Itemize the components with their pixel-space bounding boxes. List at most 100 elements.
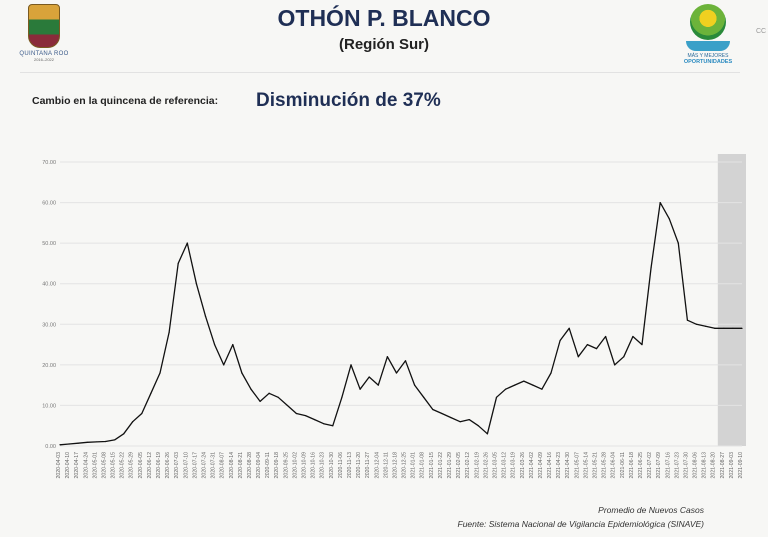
right-logo-line2: OPORTUNIDADES — [683, 59, 733, 65]
x-tick-label: 2020-07-31 — [211, 452, 217, 479]
x-tick-label: 2021-04-30 — [565, 452, 571, 479]
x-tick-label: 2020-11-20 — [356, 452, 362, 478]
source-note: Fuente: Sistema Nacional de Vigilancia E… — [457, 519, 704, 529]
x-tick-label: 2021-04-23 — [556, 452, 562, 479]
data-point — [141, 412, 143, 415]
x-tick-label: 2020-06-26 — [165, 452, 171, 479]
x-tick-label: 2021-02-26 — [483, 452, 489, 479]
x-tick-label: 2020-08-14 — [229, 452, 235, 479]
data-point — [677, 242, 679, 244]
data-point — [323, 423, 325, 425]
data-point — [304, 414, 307, 417]
x-tick-label: 2021-03-05 — [492, 452, 498, 479]
data-point — [541, 388, 543, 390]
x-tick-label: 2021-01-08 — [420, 452, 426, 479]
data-point — [732, 327, 734, 329]
x-tick-label: 2020-05-22 — [120, 452, 126, 479]
x-tick-label: 2021-04-09 — [538, 452, 544, 479]
data-point — [614, 364, 616, 366]
page-title: OTHÓN P. BLANCO — [277, 5, 491, 31]
x-tick-label: 2021-09-03 — [729, 452, 735, 479]
data-point — [195, 283, 197, 285]
data-point — [350, 364, 352, 366]
data-point — [286, 404, 288, 407]
data-point — [86, 441, 88, 443]
x-tick-label: 2020-12-25 — [402, 452, 408, 479]
x-tick-label: 2020-08-28 — [247, 452, 253, 479]
data-point — [159, 372, 161, 374]
x-tick-label: 2020-10-16 — [311, 452, 317, 479]
x-tick-label: 2020-10-23 — [320, 452, 326, 479]
data-point — [150, 392, 152, 394]
x-tick-label: 2020-05-29 — [129, 452, 135, 479]
x-tick-label: 2021-01-01 — [411, 452, 417, 479]
data-point — [59, 444, 61, 446]
change-label: Cambio en la quincena de referencia: — [32, 95, 219, 107]
data-point — [568, 327, 570, 329]
data-point — [204, 315, 207, 317]
data-point — [368, 376, 370, 378]
data-point — [741, 327, 743, 329]
tree-icon — [690, 4, 726, 40]
data-point — [477, 425, 479, 427]
x-tick-label: 2021-09-10 — [738, 452, 744, 479]
x-tick-label: 2020-09-18 — [274, 452, 280, 479]
y-tick-label: 70.00 — [42, 160, 56, 166]
data-point — [250, 388, 252, 390]
x-tick-label: 2020-11-13 — [347, 452, 353, 478]
data-point — [586, 343, 589, 346]
data-point — [641, 343, 643, 346]
change-value: Disminución de 37% — [256, 90, 441, 111]
data-point — [714, 327, 716, 329]
data-point — [186, 242, 188, 244]
x-tick-label: 2020-10-09 — [302, 452, 308, 479]
data-point — [314, 419, 316, 421]
x-tick-label: 2021-06-18 — [629, 452, 635, 479]
x-tick-label: 2021-02-12 — [465, 452, 471, 479]
x-tick-label: 2021-03-19 — [511, 452, 517, 479]
x-tick-label: 2021-05-14 — [583, 452, 589, 479]
data-point — [404, 360, 407, 362]
x-tick-label: 2021-07-30 — [683, 452, 689, 479]
series-line — [59, 201, 742, 446]
x-tick-label: 2020-10-30 — [329, 452, 335, 479]
data-point — [123, 433, 125, 435]
data-point — [104, 440, 107, 443]
data-point — [241, 372, 243, 374]
data-point — [68, 443, 70, 445]
x-tick-label: 2020-08-21 — [238, 452, 244, 479]
data-point — [268, 392, 270, 394]
data-point — [295, 412, 298, 415]
x-tick-label: 2021-03-26 — [520, 452, 526, 479]
x-tick-label: 2021-04-16 — [547, 452, 553, 479]
header-divider — [20, 72, 740, 73]
data-point — [423, 396, 425, 398]
coat-of-arms-icon — [28, 4, 60, 48]
data-point — [377, 384, 379, 386]
data-point — [95, 441, 97, 443]
x-tick-label: 2021-08-27 — [720, 452, 726, 479]
x-tick-label: 2020-05-15 — [111, 452, 117, 479]
x-tick-label: 2020-04-24 — [83, 452, 89, 479]
x-tick-label: 2021-05-07 — [574, 452, 580, 479]
y-tick-label: 60.00 — [42, 201, 56, 207]
data-point — [168, 331, 170, 333]
x-tick-label: 2020-06-12 — [147, 452, 153, 479]
x-tick-label: 2021-01-29 — [447, 452, 453, 479]
data-point — [532, 384, 534, 386]
y-tick-label: 30.00 — [42, 322, 56, 328]
right-logo-line1: MÁS Y MEJORES — [687, 53, 729, 59]
x-tick-label: 2021-05-28 — [602, 452, 608, 479]
data-point — [259, 400, 261, 402]
data-point — [341, 396, 343, 398]
x-tick-label: 2020-07-17 — [192, 452, 198, 479]
data-point — [495, 396, 498, 398]
data-point — [277, 396, 279, 398]
data-point — [659, 201, 661, 204]
x-tick-label: 2021-04-02 — [529, 452, 535, 479]
data-point — [386, 356, 388, 358]
hands-icon — [686, 41, 730, 51]
data-point — [605, 335, 607, 338]
x-tick-label: 2020-07-10 — [183, 452, 189, 479]
